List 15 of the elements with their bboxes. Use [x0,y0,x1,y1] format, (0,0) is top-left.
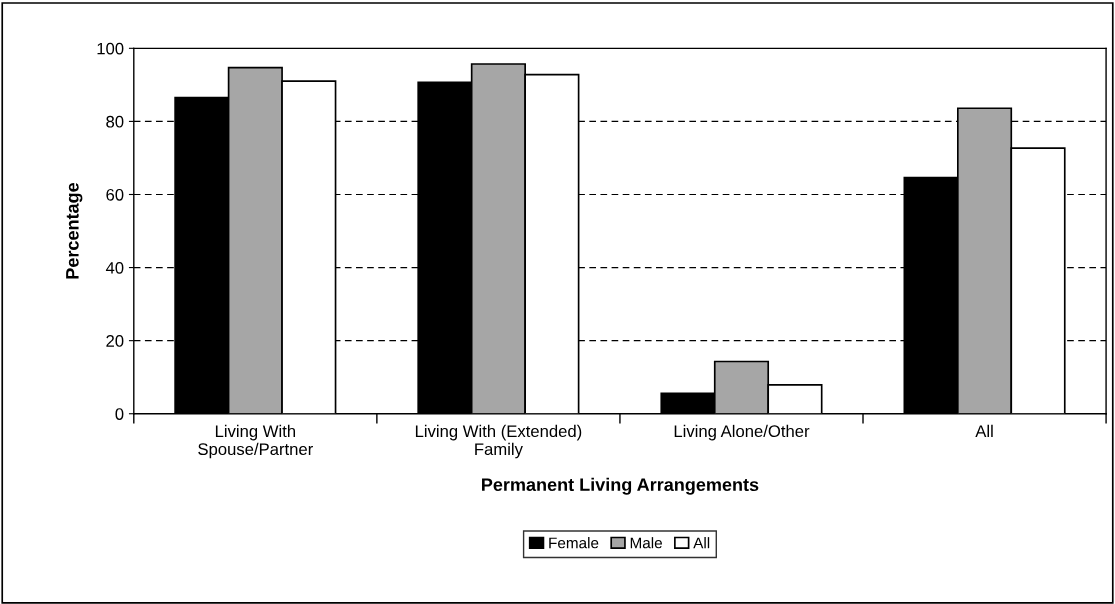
y-tick-label: 100 [97,42,124,55]
y-axis-title: Percentage [66,182,83,279]
legend-label: All [693,537,710,549]
y-tick-label: 40 [105,261,124,274]
y-tick-label: 0 [115,408,124,420]
x-tick-label: Living With Spouse/Partner [198,424,313,459]
x-tick-label: Living With (Extended) Family [415,424,582,459]
y-tick-label: 20 [106,335,124,347]
x-tick-label: All [975,424,993,437]
legend-label: Male [630,537,662,549]
legend-label: Female [549,537,599,549]
x-tick-label: Living Alone/Other [674,424,810,441]
x-axis-title: Permanent Living Arrangements [482,477,759,495]
y-tick-label: 80 [106,115,124,128]
y-tick-label: 60 [106,188,124,201]
